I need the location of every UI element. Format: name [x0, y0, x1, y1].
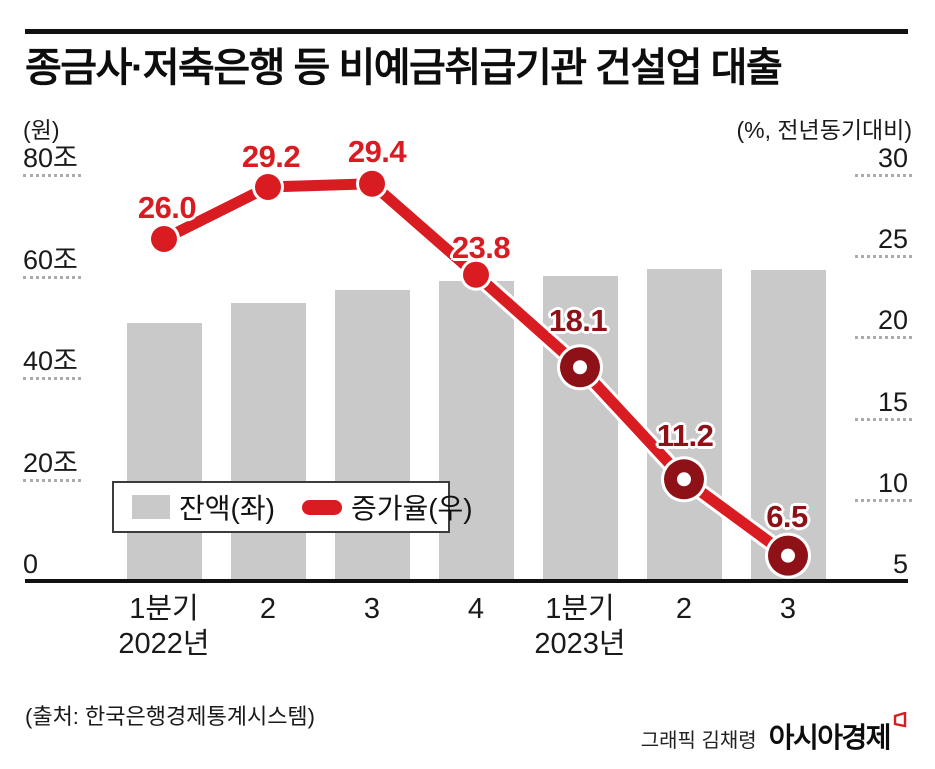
bar-2 [646, 268, 722, 582]
top-rule [25, 29, 908, 34]
bar-2 [230, 302, 306, 582]
credit: 그래픽 김채령 아시아경제 [640, 712, 907, 756]
right-axis-tick-label: 10 [877, 467, 908, 498]
right-axis-tick-dotted-line [855, 255, 912, 259]
legend-line-label: 증가율(우) [350, 493, 473, 524]
legend-bar-label: 잔액(좌) [179, 493, 275, 524]
x-axis-label: 3 [363, 593, 381, 625]
left-axis-tick-label: 40조 [23, 346, 78, 376]
left-axis-tick-label: 0 [23, 549, 39, 579]
x-axis-line [25, 579, 908, 583]
data-point-label: 23.8 [451, 229, 511, 265]
right-axis-tick-dotted-line [855, 174, 912, 177]
bar-4 [438, 281, 514, 582]
right-axis-tick-label: 5 [892, 549, 908, 579]
data-point-label: 29.4 [347, 133, 407, 169]
left-axis-tick-label: 20조 [23, 447, 78, 478]
data-point-label: 18.1 [548, 303, 608, 339]
left-axis-tick-dotted-line [23, 275, 81, 279]
x-axis-label: 2 [259, 593, 277, 625]
legend-line-swatch-icon [301, 499, 342, 515]
x-axis-label: 3 [779, 593, 797, 625]
x-axis-label: 1분기 2023년 [534, 593, 626, 660]
left-axis-tick-dotted-line [23, 478, 81, 482]
data-point-label: 26.0 [137, 189, 197, 225]
x-axis-label: 4 [467, 593, 485, 625]
bar-3 [334, 289, 410, 582]
left-axis-tick-label: 60조 [23, 244, 78, 275]
right-axis-tick-label: 30 [877, 143, 908, 173]
legend-bar-swatch-icon [132, 495, 170, 519]
bar-1분기 2022년 [126, 323, 202, 582]
x-axis-label: 1분기 2022년 [118, 593, 210, 660]
data-point-label: 29.2 [241, 138, 301, 174]
right-axis-tick-dotted-line [855, 498, 912, 502]
bar-1분기 2023년 [542, 276, 618, 582]
left-axis-unit-label: (원) [23, 117, 60, 143]
left-axis-tick-dotted-line [23, 377, 81, 380]
brand-wrap: 아시아경제 [768, 712, 907, 756]
graphic-credit-label: 그래픽 김채령 [640, 730, 757, 752]
right-axis-tick-label: 25 [877, 224, 908, 255]
right-axis-tick-dotted-line [855, 336, 912, 340]
left-axis-tick-dotted-line [23, 174, 81, 177]
legend: 잔액(좌) 증가율(우) [112, 481, 473, 533]
left-axis-tick-label: 80조 [23, 143, 78, 173]
data-point-label: 11.2 [656, 418, 714, 454]
source-note: (출처: 한국은행경제통계시스템) [25, 704, 315, 729]
page-title: 종금사·저축은행 등 비예금취급기관 건설업 대출 [25, 46, 783, 90]
data-point-label: 6.5 [766, 498, 808, 534]
brand-flag-icon [893, 712, 907, 728]
right-axis-tick-label: 20 [877, 305, 908, 336]
right-axis-tick-label: 15 [877, 386, 908, 417]
x-axis-label: 2 [675, 593, 693, 625]
right-axis-unit-label: (%, 전년동기대비) [736, 117, 912, 143]
right-axis-tick-dotted-line [855, 417, 912, 421]
brand-logo-text: 아시아경제 [768, 722, 892, 753]
